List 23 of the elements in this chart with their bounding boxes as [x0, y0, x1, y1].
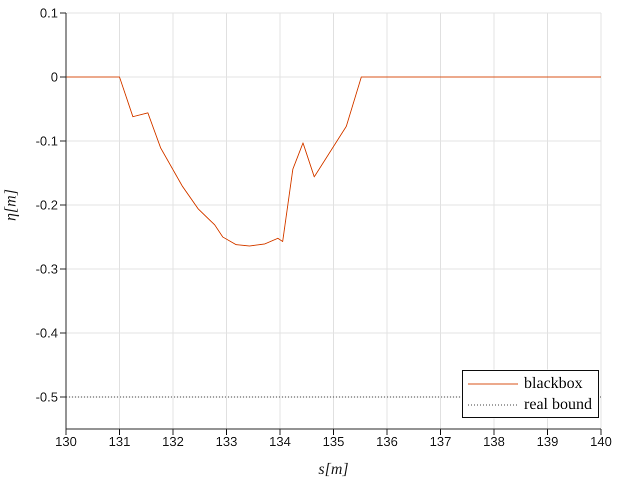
y-tick-label: 0 [50, 70, 58, 85]
x-axis-title: s[m] [318, 461, 349, 478]
x-tick-label: 139 [536, 434, 558, 450]
x-tick-label: 137 [430, 434, 452, 450]
x-tick-label: 138 [483, 434, 505, 450]
y-tick-label: -0.2 [36, 198, 58, 213]
x-tick-label: 136 [376, 434, 398, 450]
y-tick-label: -0.4 [36, 326, 58, 341]
y-tick-label: -0.1 [36, 134, 58, 149]
legend-label: real bound [524, 395, 592, 415]
x-tick-label: 133 [216, 434, 238, 450]
y-tick-label: 0.1 [40, 6, 58, 21]
line-series [66, 76, 601, 246]
y-axis-title: η[m] [2, 189, 20, 221]
legend-label: blackbox [524, 374, 583, 394]
x-tick-label: 134 [269, 434, 291, 450]
y-tick-label: -0.3 [36, 262, 58, 277]
y-tick-label: -0.5 [36, 390, 58, 405]
x-tick-label: 131 [108, 434, 130, 450]
x-tick-label: 135 [322, 434, 344, 450]
x-tick-label: 140 [590, 434, 612, 450]
x-tick-label: 132 [162, 434, 184, 450]
x-tick-label: 130 [55, 434, 77, 450]
